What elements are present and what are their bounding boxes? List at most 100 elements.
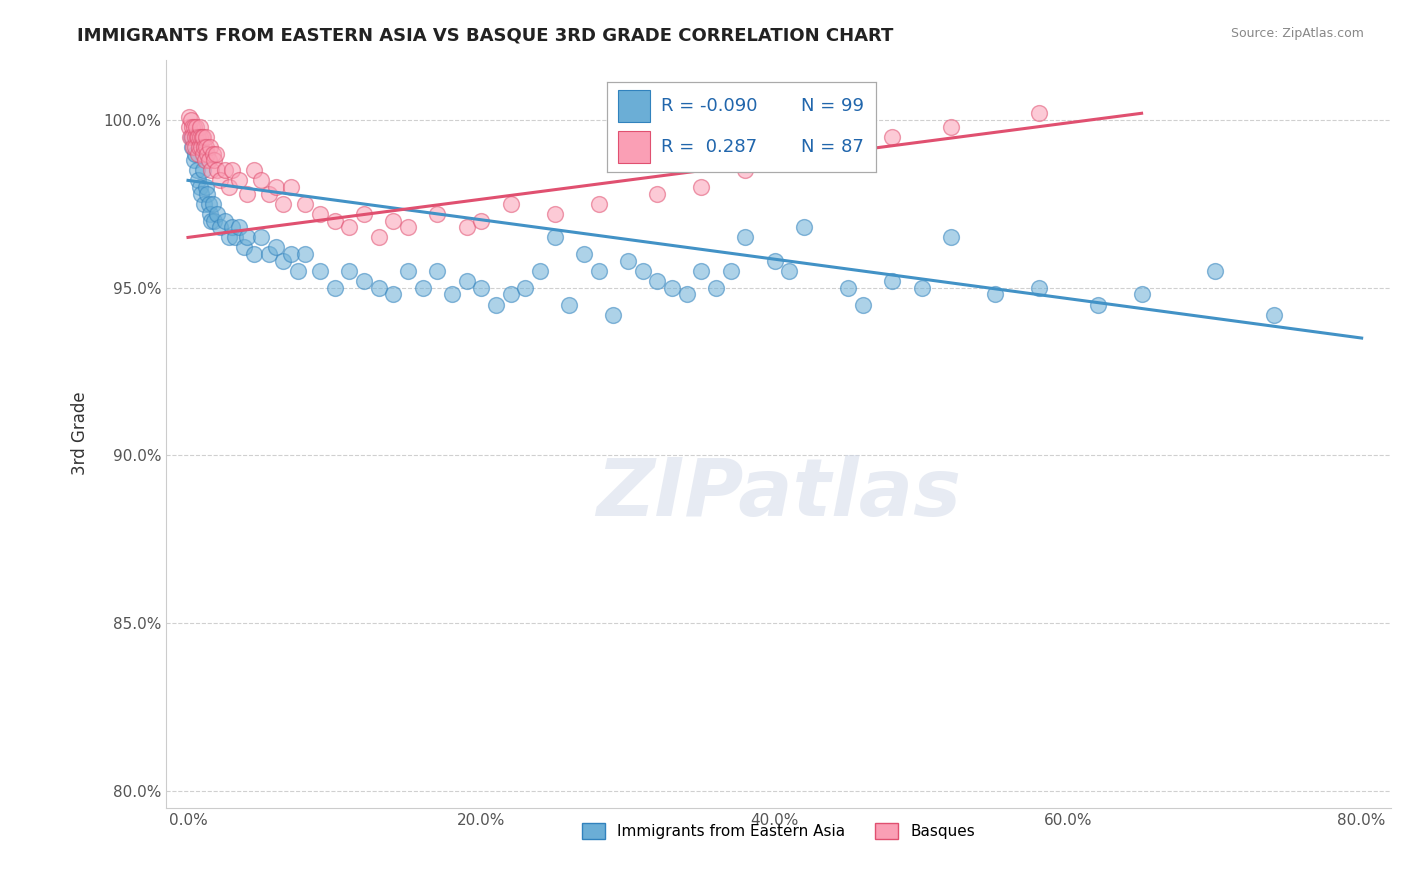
Point [323,213,346,227]
Point [1087,297,1109,311]
Point [793,146,815,161]
Point [191,163,214,178]
Point [1263,308,1285,322]
Point [202,153,225,168]
Point [183,129,205,144]
Point [184,140,207,154]
Point [264,180,287,194]
Point [202,213,225,227]
Point [382,287,405,301]
Point [337,264,360,278]
Point [179,110,201,124]
Point [763,253,786,268]
Text: IMMIGRANTS FROM EASTERN ASIA VS BASQUE 3RD GRADE CORRELATION CHART: IMMIGRANTS FROM EASTERN ASIA VS BASQUE 3… [77,27,894,45]
Point [250,173,273,187]
Point [353,274,375,288]
Point [793,220,815,235]
Point [939,230,962,244]
Point [588,264,610,278]
Point [188,140,211,154]
Point [191,129,214,144]
Point [882,129,904,144]
Point [193,129,215,144]
Point [183,120,205,134]
Point [194,129,217,144]
Text: Source: ZipAtlas.com: Source: ZipAtlas.com [1230,27,1364,40]
Point [243,163,266,178]
Point [273,197,295,211]
Point [734,163,756,178]
Point [197,153,219,168]
Point [337,220,360,235]
Point [499,287,522,301]
Point [515,281,537,295]
Point [485,297,508,311]
Point [647,274,669,288]
Text: ZIPatlas: ZIPatlas [596,455,960,533]
Point [179,129,201,144]
Point [456,274,478,288]
Point [228,220,250,235]
Point [243,247,266,261]
Point [214,163,236,178]
Point [382,213,405,227]
Point [257,186,280,201]
Point [187,129,209,144]
Point [367,281,389,295]
Point [690,180,713,194]
Point [181,140,204,154]
Point [209,173,232,187]
Point [273,253,295,268]
Point [690,264,713,278]
Point [194,153,217,168]
Point [209,220,232,235]
Point [280,180,302,194]
Point [647,186,669,201]
Point [188,180,211,194]
Point [1028,106,1050,120]
Point [221,220,243,235]
Point [617,253,640,268]
Point [852,297,875,311]
Point [198,140,221,154]
Point [939,120,962,134]
Point [734,230,756,244]
Point [280,247,302,261]
Point [456,220,478,235]
Point [200,163,222,178]
Point [984,287,1007,301]
Point [218,180,240,194]
Point [186,163,208,178]
Point [396,264,419,278]
Point [195,140,218,154]
Point [224,230,246,244]
Point [367,230,389,244]
Point [309,264,332,278]
Point [353,207,375,221]
Point [181,129,204,144]
Point [412,281,434,295]
Point [221,163,243,178]
Point [190,186,212,201]
Point [180,129,202,144]
Point [201,197,224,211]
Point [323,281,346,295]
Point [470,213,492,227]
Y-axis label: 3rd Grade: 3rd Grade [72,392,89,475]
Point [228,173,250,187]
Point [1204,264,1226,278]
Point [235,186,257,201]
Point [499,197,522,211]
Point [837,140,859,154]
Point [558,297,581,311]
Point [309,207,332,221]
Point [287,264,309,278]
Point [197,197,219,211]
Point [180,120,202,134]
Point [910,281,932,295]
Legend: Immigrants from Eastern Asia, Basques: Immigrants from Eastern Asia, Basques [575,817,981,845]
Point [177,120,200,134]
Point [186,129,208,144]
Point [190,140,212,154]
Point [1028,281,1050,295]
